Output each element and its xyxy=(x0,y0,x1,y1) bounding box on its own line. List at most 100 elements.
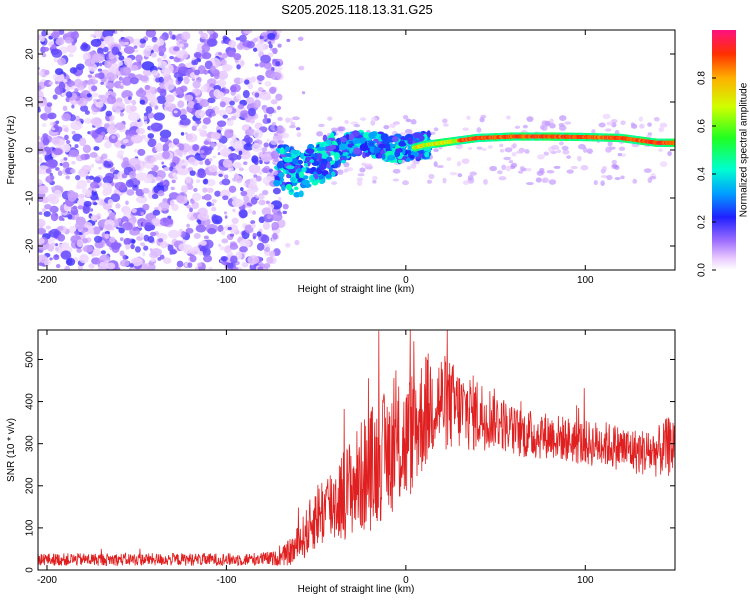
spectrogram-noise-blob xyxy=(239,78,244,84)
spectrogram-noise-blob xyxy=(221,178,231,186)
spectrogram-noise-blob xyxy=(147,112,155,119)
spectrogram-noise-blob xyxy=(53,124,59,129)
spectrogram-noise-blob xyxy=(74,221,85,231)
spectrogram-noise-blob xyxy=(57,57,67,66)
spectrogram-noise-blob xyxy=(62,143,71,153)
spectrogram-noise-blob xyxy=(149,231,157,237)
spectrogram-halo-blob xyxy=(582,147,588,153)
spectrogram-noise-blob xyxy=(195,179,201,183)
spectrogram-noise-blob xyxy=(159,254,165,260)
spectrogram-y-ticks: -20 -10 0 10 20 xyxy=(25,48,675,253)
spectrogram-noise-blob xyxy=(206,30,215,35)
spectrogram-halo-blob xyxy=(630,122,635,127)
spectrogram-signal-blob xyxy=(319,143,325,148)
spectrogram-noise-blob xyxy=(86,93,92,98)
spectrogram-noise-blob xyxy=(178,66,188,74)
spectrogram-noise-blob xyxy=(38,254,48,264)
snr-x-label: Height of straight line (km) xyxy=(298,584,415,595)
spectrogram-noise-blob xyxy=(172,138,180,145)
spectrogram-halo-blob xyxy=(541,121,547,126)
spectrogram-noise-blob xyxy=(238,34,247,43)
spectrogram-halo-blob xyxy=(524,149,530,154)
spectrogram-halo-blob xyxy=(364,163,373,169)
spectrogram-noise-blob xyxy=(117,61,123,66)
colorbar-tick-label: 0.4 xyxy=(697,167,708,181)
spectrogram-noise-blob xyxy=(131,239,136,244)
spectrogram-noise-blob xyxy=(259,61,265,68)
spectrogram-noise-blob xyxy=(139,99,146,105)
spectrogram-noise-blob xyxy=(264,81,272,87)
spectrogram-noise-blob xyxy=(147,138,157,148)
spectrogram-noise-blob xyxy=(112,101,125,111)
spectrogram-noise-blob xyxy=(226,261,234,269)
spectrogram-noise-blob xyxy=(45,225,52,230)
spectrogram-halo-blob xyxy=(542,177,549,183)
spectrogram-noise-blob xyxy=(170,202,175,207)
spectrogram-noise-blob xyxy=(51,48,63,58)
spectrogram-noise-blob xyxy=(133,45,138,49)
spectrogram-noise-blob xyxy=(124,41,129,46)
spectrogram-noise-blob xyxy=(194,109,206,119)
spectrogram-noise-blob xyxy=(96,136,103,143)
spectrogram-noise-blob xyxy=(49,172,53,177)
spectrogram-noise-blob xyxy=(173,110,178,114)
spectrogram-noise-blob xyxy=(266,256,274,264)
spectrogram-signal-blob xyxy=(279,147,285,155)
spectrogram-noise-blob xyxy=(239,239,251,248)
spectrogram-noise-blob xyxy=(120,144,126,149)
spectrogram-halo-blob xyxy=(330,127,339,132)
spectrogram-noise-blob xyxy=(252,210,257,215)
spectrogram-noise-blob xyxy=(40,36,45,43)
spectrogram-noise-blob xyxy=(178,143,185,151)
spectrogram-noise-blob xyxy=(206,78,217,86)
spectrogram-halo-blob xyxy=(277,140,285,144)
spectrogram-noise-blob xyxy=(159,84,165,89)
spectrogram-noise-blob xyxy=(69,67,78,74)
spectrogram-noise-blob xyxy=(220,189,231,198)
spectrogram-noise-blob xyxy=(131,208,137,213)
spectrogram-noise-blob xyxy=(61,91,66,97)
spectrogram-halo-blob xyxy=(620,120,626,126)
spectrogram-halo-blob xyxy=(372,175,378,181)
spectrogram-noise-blob xyxy=(147,235,155,243)
spectrogram-noise-blob xyxy=(227,65,233,71)
spectrogram-signal-blob xyxy=(340,159,346,164)
spectrogram-noise-blob xyxy=(140,75,149,82)
spectrogram-noise-blob xyxy=(42,99,48,105)
spectrogram-noise-blob xyxy=(251,142,262,152)
spectrogram-noise-blob xyxy=(250,196,258,205)
spectrogram-noise-blob xyxy=(170,162,177,167)
spectrogram-noise-blob xyxy=(255,103,260,108)
spectrogram-noise-blob xyxy=(171,34,176,40)
spectrogram-noise-blob xyxy=(181,31,191,41)
spectrogram-halo-blob xyxy=(273,132,278,137)
spectrogram-noise-blob xyxy=(45,168,52,174)
spectrogram-noise-blob xyxy=(260,153,272,163)
spectrogram-halo-blob xyxy=(564,121,572,125)
spectrogram-noise-blob xyxy=(41,112,49,121)
spectrogram-signal-blob xyxy=(300,152,305,159)
spectrogram-noise-blob xyxy=(111,30,116,34)
spectrogram-noise-blob xyxy=(211,206,217,212)
spectrogram-noise-blob xyxy=(52,94,58,100)
spectrogram-halo-blob xyxy=(405,118,412,123)
spectrogram-halo-blob xyxy=(515,150,524,154)
spectrogram-signal-blob xyxy=(325,174,332,179)
spectrogram-noise-blob xyxy=(105,172,115,180)
spectrogram-noise-blob xyxy=(129,227,141,236)
spectrogram-halo-blob xyxy=(498,176,507,181)
spectrogram-signal-blob xyxy=(278,172,285,178)
spectrogram-noise-blob xyxy=(90,38,102,47)
spectrogram-noise-blob xyxy=(127,112,141,122)
spectrogram-noise-blob xyxy=(163,257,172,264)
colorbar-ticks: 0.0 0.2 0.4 0.6 0.8 xyxy=(697,71,716,277)
spectrogram-signal-blob xyxy=(326,161,331,169)
spectrogram-noise-blob xyxy=(162,150,171,160)
spectrogram-halo-blob xyxy=(344,119,349,125)
spectrogram-noise-blob xyxy=(133,184,138,188)
spectrogram-noise-blob xyxy=(202,178,209,185)
spectrogram-noise-blob xyxy=(197,168,207,179)
spectrogram-noise-blob xyxy=(197,128,203,133)
spectrogram-noise-blob xyxy=(275,60,281,67)
